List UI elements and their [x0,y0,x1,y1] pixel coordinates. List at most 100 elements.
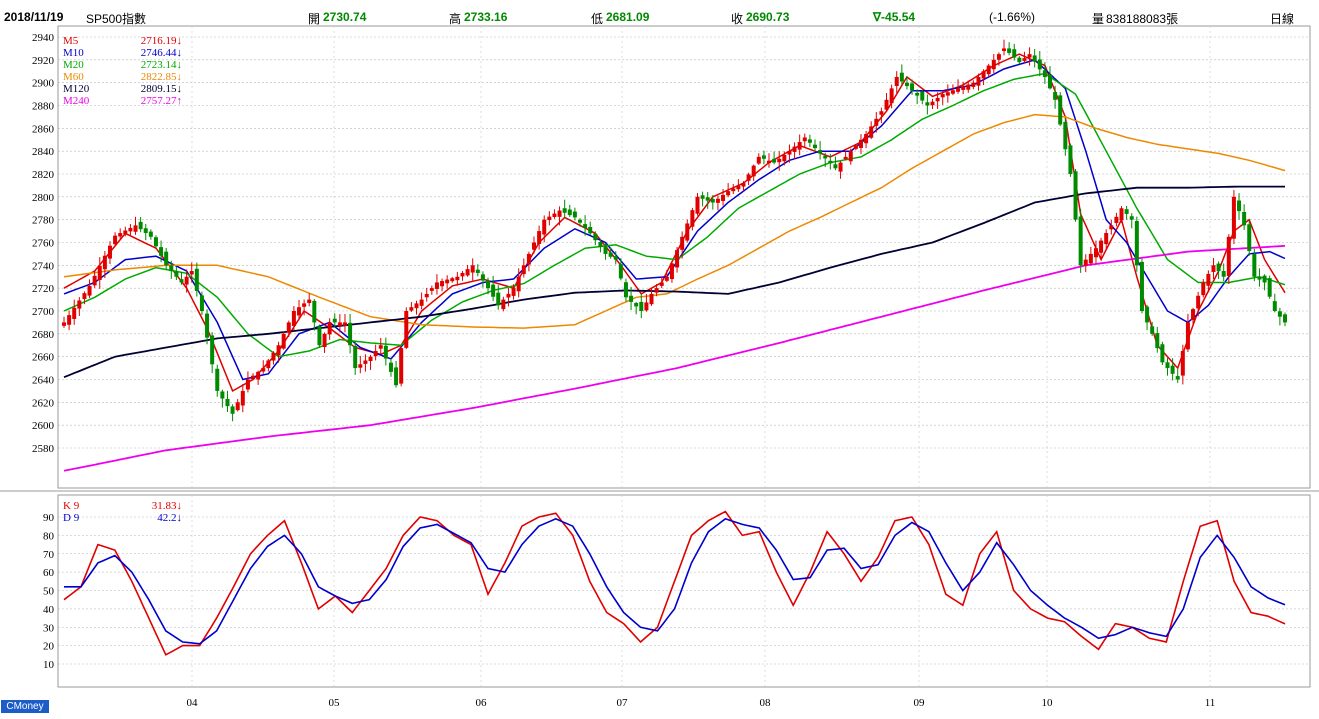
candle-body [240,390,245,406]
candle-body [164,251,169,266]
candle-body [1145,306,1150,323]
legend-m120-value: 2809.15↓ [140,83,182,95]
legend-m120-name: M120 [63,83,90,95]
candle-body [710,199,715,203]
candle-body [1252,254,1257,277]
candle-body [935,97,940,102]
candle-body [853,145,858,149]
candle-body [153,237,158,247]
candle-body [1267,278,1272,297]
candle-body [358,364,363,368]
candle-body [1068,145,1073,174]
price-tick-label: 2580 [32,443,55,455]
candle-body [629,295,634,302]
candle-body [526,253,531,265]
price-tick-label: 2880 [32,101,55,113]
legend-d9-value: 42.2↓ [157,512,182,524]
candle-body [613,256,618,260]
candle-body [460,272,465,277]
candle-body [506,293,511,298]
candle-body [266,360,271,369]
candle-body [572,211,577,218]
candle-body [184,276,189,285]
candle-body [751,165,756,177]
candle-body [169,265,174,272]
candle-body [159,247,164,256]
price-tick-label: 2860 [32,123,55,135]
candle-body [486,280,491,289]
header-date: 2018/11/19 [4,10,64,24]
candle-body [1262,275,1267,283]
candle-body [92,275,97,286]
ma-line-m5 [63,53,1286,392]
candle-body [1078,216,1083,266]
candle-body [1247,224,1252,252]
candle-body [644,302,649,311]
candle-body [322,333,327,348]
candle-body [429,288,434,291]
candle-body [639,301,644,311]
candle-body [133,225,138,232]
legend-m10-value: 2746.44↓ [140,47,182,59]
main-panel-border [57,25,1311,489]
candle-body [1047,75,1052,89]
candle-body [577,219,582,223]
candle-body [1017,57,1022,63]
candle-body [1216,263,1221,272]
price-tick-label: 2820 [32,169,55,181]
candle-body [455,276,460,281]
candle-body [77,300,82,309]
candle-body [797,142,802,150]
price-tick-label: 2900 [32,78,55,90]
ma-line-m20 [63,72,1286,358]
candle-body [1226,236,1231,277]
candle-body [1099,240,1104,253]
candle-body [736,185,741,190]
ma-line-m60 [63,113,1286,329]
price-tick-label: 2680 [32,329,55,341]
candle-body [991,59,996,70]
candle-body [245,379,250,390]
candle-body [562,208,567,213]
candle-body [618,264,623,279]
candle-body [67,315,72,325]
header-close-value: 2690.73 [746,10,790,24]
candle-body [189,271,194,275]
candle-body [1007,48,1012,53]
candle-body [123,230,128,234]
candle-body [807,139,812,143]
candle-body [113,235,118,245]
kd-tick-label: 20 [43,641,55,653]
y-tick-labels: 2580 2600 2620 2640 2660 2680 2700 2720 2740 2760… [32,32,55,671]
candle-body [199,295,204,311]
candle-body [634,303,639,307]
candle-body [1022,58,1027,61]
candle-body [1191,309,1196,321]
candle-body [833,164,838,169]
candle-body [475,269,480,273]
kd-line-d9 [64,517,1286,645]
candle-body [220,391,225,399]
candle-body [772,158,777,163]
candle-body [261,368,266,372]
candle-body [1196,295,1201,309]
candle-body [532,242,537,250]
candle-body [312,300,317,323]
candle-body [174,271,179,277]
candle-body [337,322,342,326]
candle-body [1170,365,1175,374]
candle-body [230,406,235,414]
candle-body [787,151,792,155]
candle-body [828,160,833,164]
candle-body [1277,311,1282,317]
candle-body [434,282,439,289]
candle-body [889,88,894,104]
gridlines [58,26,1310,687]
kd-tick-label: 50 [43,586,55,598]
price-tick-label: 2640 [32,375,55,387]
legend-m20-name: M20 [63,59,84,71]
legend-d9-name: D 9 [63,512,80,524]
candle-body [1185,322,1190,350]
candle-body [986,65,991,75]
legend-m240: M240 2757.27↑ [63,95,182,107]
